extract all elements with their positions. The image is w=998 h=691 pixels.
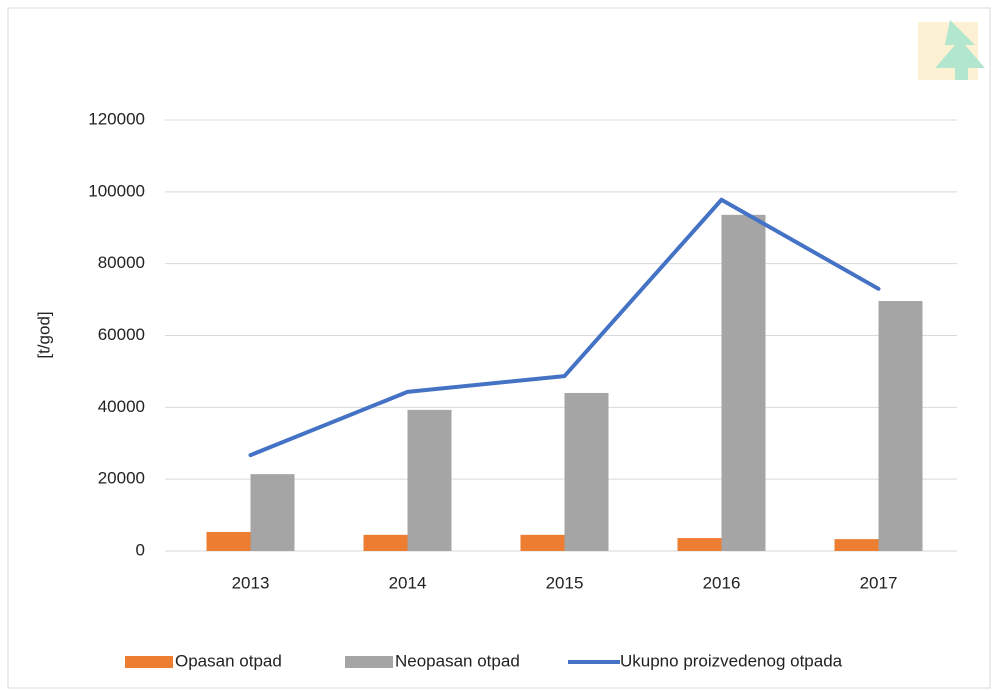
legend-label: Neopasan otpad bbox=[395, 651, 520, 670]
legend-label: Opasan otpad bbox=[175, 651, 282, 670]
bar bbox=[878, 301, 923, 551]
y-axis-label: [t/god] bbox=[34, 311, 53, 358]
x-tick-label: 2015 bbox=[546, 573, 584, 592]
bar bbox=[564, 392, 609, 551]
bar bbox=[721, 214, 766, 551]
legend-swatch bbox=[125, 656, 173, 668]
bar bbox=[834, 539, 879, 551]
line bbox=[248, 197, 881, 458]
y-tick-label: 0 bbox=[136, 540, 145, 559]
bar bbox=[206, 531, 251, 551]
chart-frame bbox=[7, 7, 991, 689]
x-tick-label: 2016 bbox=[703, 573, 741, 592]
y-tick-label: 80000 bbox=[98, 253, 145, 272]
x-tick-label: 2014 bbox=[389, 573, 427, 592]
bar bbox=[250, 474, 295, 551]
logo bbox=[918, 20, 985, 80]
x-tick-label: 2013 bbox=[232, 573, 270, 592]
bar bbox=[520, 534, 565, 551]
y-tick-label: 60000 bbox=[98, 325, 145, 344]
y-tick-label: 120000 bbox=[88, 109, 145, 128]
bar bbox=[677, 538, 722, 551]
legend-swatch bbox=[345, 656, 393, 668]
y-tick-label: 100000 bbox=[88, 181, 145, 200]
y-tick-label: 40000 bbox=[98, 397, 145, 416]
bar bbox=[407, 409, 452, 551]
bar bbox=[363, 534, 408, 551]
legend-label: Ukupno proizvedenog otpada bbox=[620, 651, 843, 670]
x-tick-label: 2017 bbox=[860, 573, 898, 592]
y-tick-label: 20000 bbox=[98, 469, 145, 488]
